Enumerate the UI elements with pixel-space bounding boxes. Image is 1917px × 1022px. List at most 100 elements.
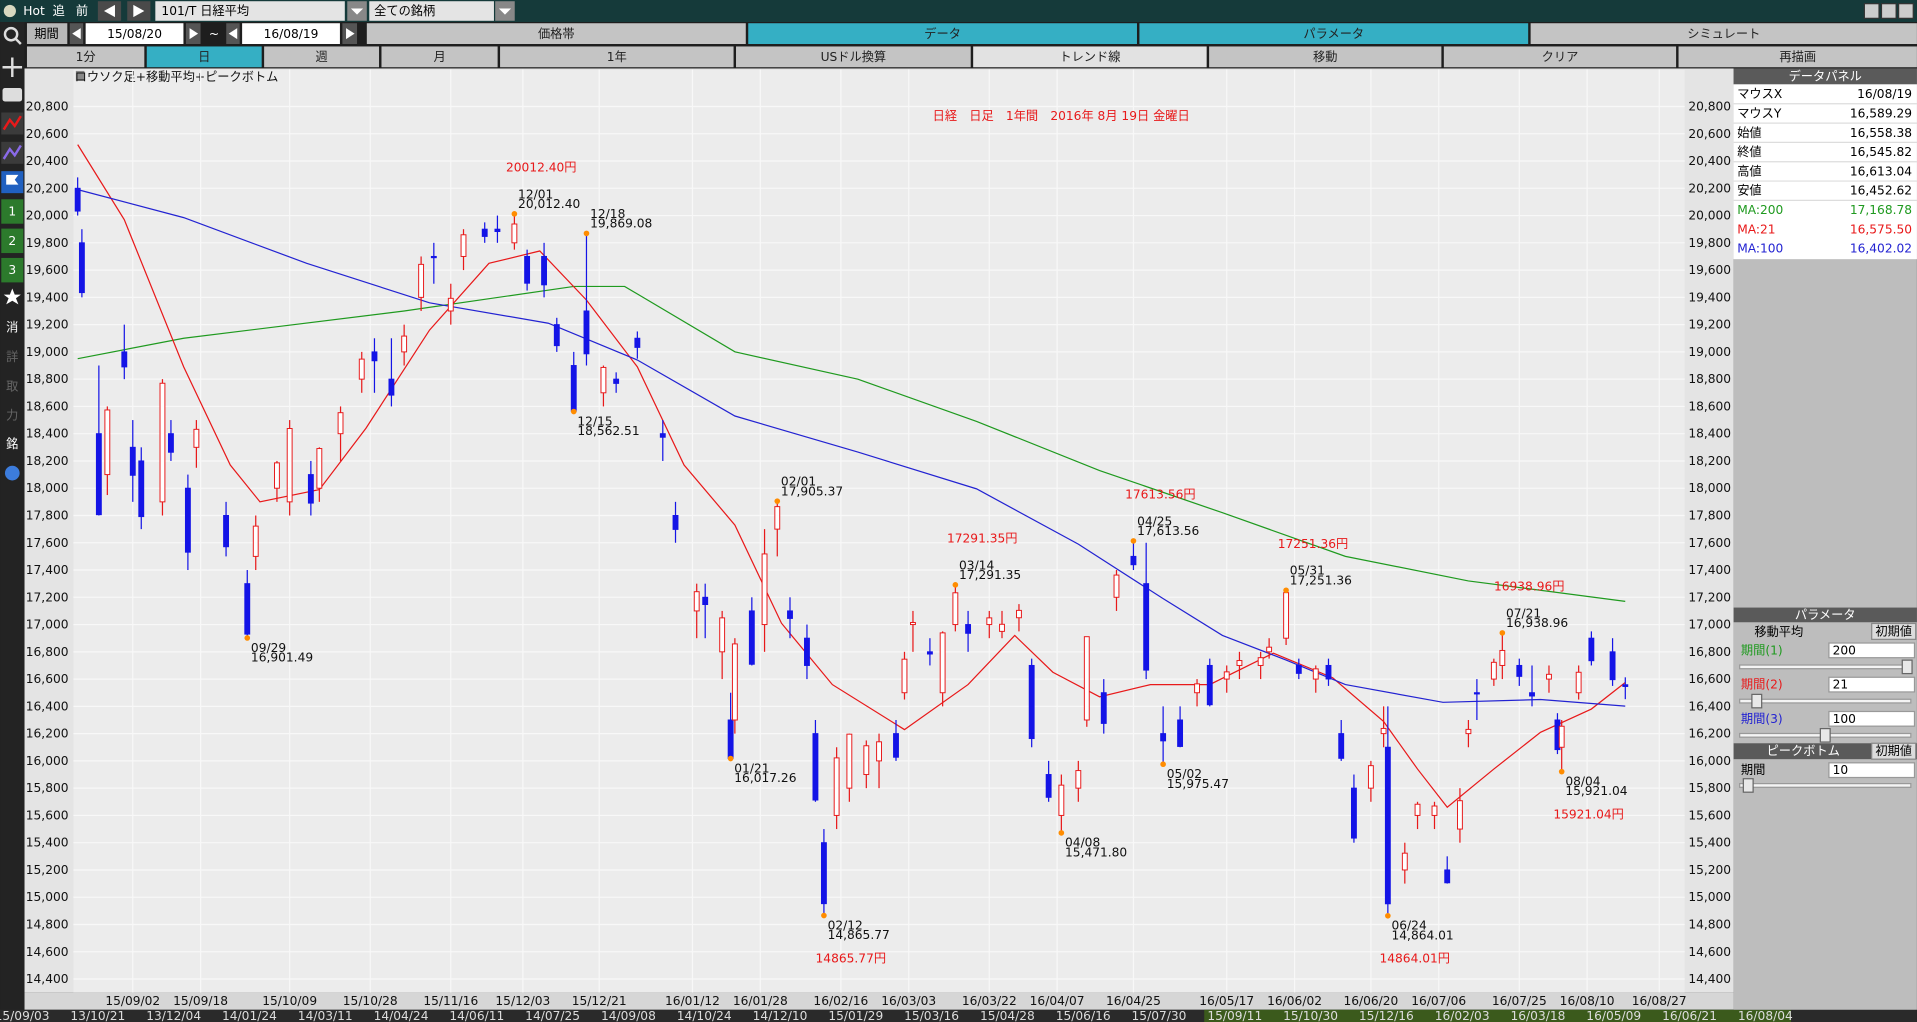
maximize-button[interactable] — [1880, 3, 1897, 19]
prev-button[interactable]: 前 — [76, 3, 88, 18]
x-tick-label: 16/03/22 — [962, 994, 1017, 1008]
minimize-button[interactable] — [1863, 3, 1880, 19]
annotation-big-label: 16938.96円 — [1494, 579, 1565, 593]
tool-label[interactable]: 力 — [6, 409, 18, 423]
tool-box[interactable] — [1, 257, 24, 283]
tab[interactable] — [1139, 23, 1529, 45]
slider-thumb[interactable] — [1819, 727, 1831, 743]
slider-thumb[interactable] — [1901, 659, 1913, 675]
tool-label[interactable]: 消 — [6, 321, 18, 335]
period-to-box[interactable] — [242, 23, 340, 45]
candle-body — [388, 378, 395, 396]
toolbar-button[interactable] — [1209, 46, 1442, 68]
y-tick-label: 16,800 — [26, 645, 69, 659]
peak-bottom-marker — [511, 211, 518, 217]
data-label: 終値 — [1737, 144, 1761, 159]
y-tick-label: 20,400 — [26, 154, 69, 168]
slider-track[interactable] — [1739, 783, 1912, 788]
scroller-label: 16/08/04 — [1738, 1009, 1793, 1022]
back-arrow — [103, 4, 115, 18]
candle-body — [511, 223, 518, 244]
peak-bottom-marker — [1130, 538, 1137, 544]
candle-body — [986, 617, 993, 626]
chart-icon-line — [2, 115, 22, 131]
toolbar-button[interactable] — [973, 46, 1207, 68]
y-tick-label-right: 17,800 — [1688, 508, 1731, 522]
tab[interactable] — [1530, 23, 1917, 45]
star-icon[interactable] — [3, 288, 21, 305]
add-button[interactable]: 追 — [53, 3, 65, 18]
slider-track[interactable] — [1739, 698, 1912, 704]
hot-button[interactable]: Hot — [23, 4, 45, 18]
toolbar-button[interactable] — [381, 46, 498, 68]
param-panel-header — [1733, 607, 1917, 623]
candle-body — [95, 433, 102, 516]
toolbar-button[interactable] — [1678, 46, 1917, 68]
y-tick-label: 17,600 — [26, 536, 69, 550]
reset-button[interactable] — [1871, 742, 1917, 760]
y-tick-label: 15,400 — [26, 836, 69, 850]
candle-body — [1266, 646, 1273, 653]
candle-body — [1401, 852, 1408, 871]
close-button[interactable] — [1897, 3, 1914, 19]
tool-label[interactable]: 2 — [8, 234, 16, 248]
camera-icon[interactable] — [2, 88, 23, 102]
param-input[interactable] — [1828, 710, 1916, 727]
param-input[interactable] — [1828, 762, 1916, 779]
tab[interactable] — [748, 23, 1137, 45]
tool-label[interactable]: 1 — [8, 204, 16, 218]
reset-button[interactable] — [1871, 622, 1917, 640]
candle-body — [1100, 692, 1107, 724]
scroller-label: 13/12/04 — [146, 1009, 201, 1022]
crosshair-icon[interactable] — [2, 57, 23, 78]
search-icon[interactable] — [3, 26, 19, 42]
tool-label[interactable]: 取 — [6, 379, 18, 393]
toolbar-button[interactable] — [1443, 46, 1677, 68]
symbol-box[interactable] — [155, 1, 345, 21]
period-from-box[interactable] — [85, 23, 184, 45]
candle-body — [430, 255, 437, 259]
candle-body — [1465, 728, 1472, 735]
tool-box[interactable] — [1, 228, 24, 254]
annotation-date: 12/15 — [577, 414, 612, 428]
candle-body — [693, 591, 700, 612]
x-tick-label: 16/07/06 — [1411, 994, 1466, 1008]
candle-body — [727, 719, 734, 759]
data-panel-table — [1733, 84, 1917, 260]
data-value: 16,613.04 — [1850, 164, 1912, 178]
candle-body — [1113, 574, 1120, 598]
tool-box[interactable] — [1, 199, 24, 224]
candle-body — [846, 733, 853, 789]
scroller-thumb[interactable] — [1204, 1009, 1792, 1022]
toolbar-button[interactable] — [500, 46, 734, 68]
candle-body — [804, 637, 810, 666]
tool-label[interactable]: 詳 — [6, 349, 18, 364]
slider-track[interactable] — [1739, 664, 1912, 670]
param-input[interactable] — [1828, 676, 1916, 693]
candle-body — [1257, 657, 1264, 666]
scroller-label: 13/10/21 — [70, 1009, 125, 1022]
candle-body — [910, 622, 916, 626]
reset-label: 初期値 — [1875, 743, 1912, 758]
slider-thumb[interactable] — [1742, 778, 1754, 793]
tab[interactable] — [366, 23, 746, 45]
universe-box[interactable] — [369, 1, 494, 21]
slider-thumb[interactable] — [1751, 693, 1763, 709]
toolbar-button-label: 移動 — [1313, 50, 1337, 64]
toolbar-button[interactable] — [736, 46, 971, 68]
toolbar-button[interactable] — [264, 46, 380, 68]
settings-icon[interactable] — [4, 465, 20, 481]
candle-body — [748, 610, 755, 665]
candle-body — [965, 624, 972, 634]
annotation-big-label: 17291.35円 — [947, 531, 1018, 545]
tool-label[interactable]: 銘 — [6, 436, 18, 451]
peak-bottom-marker — [727, 755, 734, 762]
toolbar-button[interactable] — [26, 46, 145, 68]
annotation-value: 15,471.80 — [1065, 845, 1127, 859]
y-tick-label: 17,000 — [26, 618, 69, 632]
tool-label[interactable]: 3 — [8, 263, 16, 277]
data-value: 16,589.29 — [1850, 106, 1912, 120]
toolbar-button[interactable] — [146, 46, 262, 68]
annotation-value: 17,613.56 — [1137, 524, 1199, 538]
param-input[interactable] — [1828, 642, 1916, 659]
